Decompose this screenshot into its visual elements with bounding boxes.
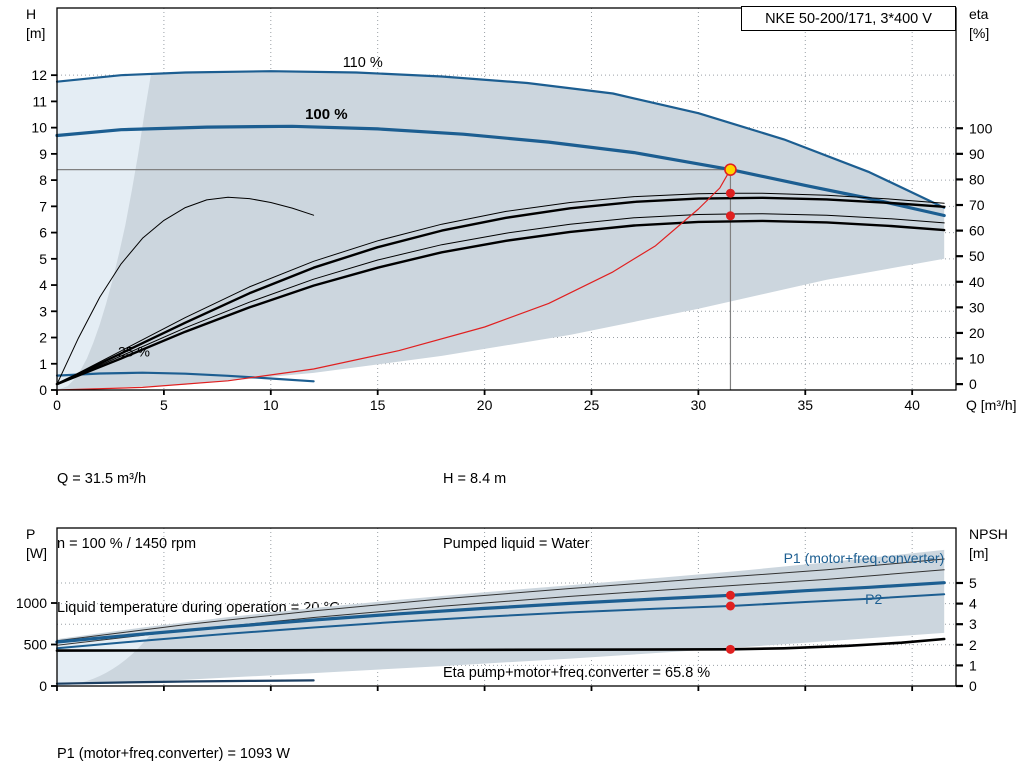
pump-model-box: NKE 50-200/171, 3*400 V [741, 6, 956, 31]
svg-text:100: 100 [969, 120, 993, 136]
svg-text:70: 70 [969, 197, 985, 213]
svg-text:[m]: [m] [26, 25, 45, 41]
svg-text:8: 8 [39, 172, 47, 188]
info-speed: n = 100 % / 1450 rpm [57, 535, 197, 552]
svg-text:25: 25 [584, 397, 600, 413]
svg-text:Q [m³/h]: Q [m³/h] [966, 397, 1017, 413]
power-npsh-chart: P1 (motor+freq.converter) P2 0 500 1000 0 1 2 3 4… [16, 526, 1008, 694]
svg-text:1000: 1000 [16, 595, 47, 611]
svg-text:0: 0 [39, 678, 47, 694]
svg-text:20: 20 [477, 397, 493, 413]
svg-text:H: H [26, 6, 36, 22]
svg-text:20: 20 [969, 325, 985, 341]
svg-text:11: 11 [32, 93, 47, 109]
pump-model-label: NKE 50-200/171, 3*400 V [765, 10, 932, 27]
info-flow: Q = 31.5 m³/h [57, 471, 147, 487]
svg-text:10: 10 [263, 397, 279, 413]
svg-text:30: 30 [691, 397, 707, 413]
svg-text:90: 90 [969, 146, 985, 162]
svg-text:3: 3 [969, 616, 977, 632]
info-eta-total: Eta pump+motor+freq.converter = 65.8 % [443, 664, 711, 681]
svg-text:P1 (motor+freq.converter): P1 (motor+freq.converter) [784, 550, 945, 566]
svg-text:10: 10 [969, 351, 985, 367]
svg-text:5: 5 [969, 575, 977, 591]
svg-text:4: 4 [969, 596, 977, 612]
svg-text:P2: P2 [865, 591, 882, 607]
svg-text:50: 50 [969, 248, 985, 264]
svg-text:eta: eta [969, 6, 989, 22]
info-p1: P1 (motor+freq.converter) = 1093 W [57, 746, 290, 762]
svg-text:110 %: 110 % [343, 55, 383, 71]
svg-text:0: 0 [53, 397, 61, 413]
svg-text:80: 80 [969, 171, 985, 187]
svg-text:40: 40 [904, 397, 920, 413]
svg-text:5: 5 [160, 397, 168, 413]
svg-text:15: 15 [370, 397, 386, 413]
svg-text:10: 10 [31, 120, 47, 136]
info-liquid-temperature: Liquid temperature during operation = 20… [57, 600, 340, 616]
svg-text:P: P [26, 526, 35, 542]
svg-text:9: 9 [39, 146, 47, 162]
power-info: P1 (motor+freq.converter) = 1093 W P2 = … [57, 701, 290, 781]
svg-text:6: 6 [39, 225, 47, 241]
svg-text:5: 5 [39, 251, 47, 267]
svg-text:35: 35 [797, 397, 813, 413]
svg-text:[W]: [W] [26, 545, 47, 561]
svg-text:100 %: 100 % [305, 106, 348, 123]
svg-text:1: 1 [39, 356, 47, 372]
svg-text:4: 4 [39, 277, 47, 293]
svg-text:2: 2 [39, 330, 47, 346]
svg-text:[m]: [m] [969, 545, 988, 561]
svg-text:0: 0 [969, 678, 977, 694]
svg-text:12: 12 [31, 67, 47, 83]
svg-text:30: 30 [969, 299, 985, 315]
info-head: H = 8.4 m [443, 471, 507, 487]
svg-text:40: 40 [969, 274, 985, 290]
svg-text:0: 0 [39, 382, 47, 398]
qh-eta-chart: 110 %100 %25 %0 5 10 15 20 25 30 35 400123456789… [26, 6, 1017, 413]
svg-text:3: 3 [39, 303, 47, 319]
svg-text:0: 0 [969, 376, 977, 392]
svg-text:60: 60 [969, 223, 985, 239]
info-pumped-liquid: Pumped liquid = Water [443, 535, 590, 552]
svg-text:[%]: [%] [969, 25, 989, 41]
svg-text:25 %: 25 % [118, 343, 150, 359]
svg-text:NPSH: NPSH [969, 526, 1008, 542]
svg-text:2: 2 [969, 637, 977, 653]
svg-text:500: 500 [24, 637, 48, 653]
svg-text:1: 1 [969, 657, 977, 673]
svg-text:7: 7 [39, 198, 47, 214]
